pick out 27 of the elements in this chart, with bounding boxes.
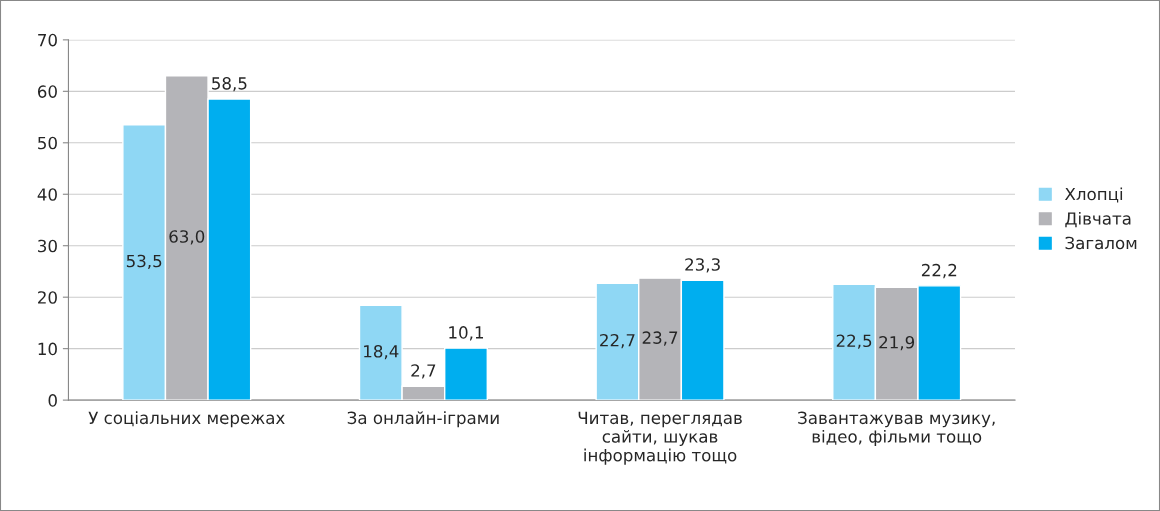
y-tick-label: 70 xyxy=(38,33,57,47)
data-label: 10,1 xyxy=(449,326,484,341)
y-tick-label: 50 xyxy=(38,136,57,150)
data-label: 18,4 xyxy=(364,344,399,360)
data-label: 21,9 xyxy=(879,335,915,351)
y-tick-label: 20 xyxy=(38,291,57,304)
legend-label: Загалом xyxy=(1065,236,1137,250)
data-label: 22,5 xyxy=(836,334,872,349)
x-tick-label: Завантажував музику, відео, фільми тощо xyxy=(798,411,995,447)
legend-label: Хлопці xyxy=(1064,187,1123,203)
y-tick-label: 40 xyxy=(37,188,57,201)
y-tick-label: 0 xyxy=(48,394,57,407)
x-tick-label: У соціальних мережах xyxy=(88,411,285,428)
x-tick-label: За онлайн-іграми xyxy=(347,411,499,428)
legend-label: Дівчата xyxy=(1065,211,1131,228)
x-tick-label: Читав, переглядав сайти, шукав інформацію тощо xyxy=(578,411,742,465)
y-tick-label: 30 xyxy=(38,239,57,253)
data-label: 22,2 xyxy=(921,263,957,279)
data-label: 23,3 xyxy=(685,258,720,273)
y-tick-label: 60 xyxy=(37,85,57,98)
data-label: 23,7 xyxy=(642,331,678,346)
data-label: 2,7 xyxy=(411,364,436,379)
data-label: 63,0 xyxy=(169,230,205,245)
data-label: 58,5 xyxy=(212,77,247,92)
data-label: 53,5 xyxy=(126,254,162,269)
data-label: 22,7 xyxy=(600,333,635,349)
y-tick-label: 10 xyxy=(38,342,57,356)
